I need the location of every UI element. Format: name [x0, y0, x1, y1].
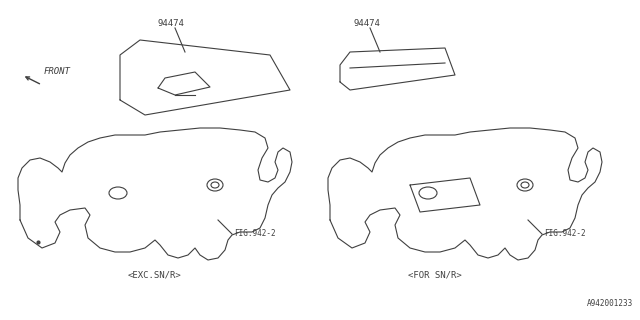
Text: A942001233: A942001233: [587, 299, 633, 308]
Text: 94474: 94474: [353, 19, 380, 28]
Text: FIG.942-2: FIG.942-2: [234, 229, 276, 238]
Text: 94474: 94474: [158, 19, 185, 28]
Text: <EXC.SN/R>: <EXC.SN/R>: [128, 271, 182, 280]
Text: FRONT: FRONT: [44, 68, 71, 76]
Text: FIG.942-2: FIG.942-2: [544, 229, 586, 238]
Text: <FOR SN/R>: <FOR SN/R>: [408, 271, 462, 280]
